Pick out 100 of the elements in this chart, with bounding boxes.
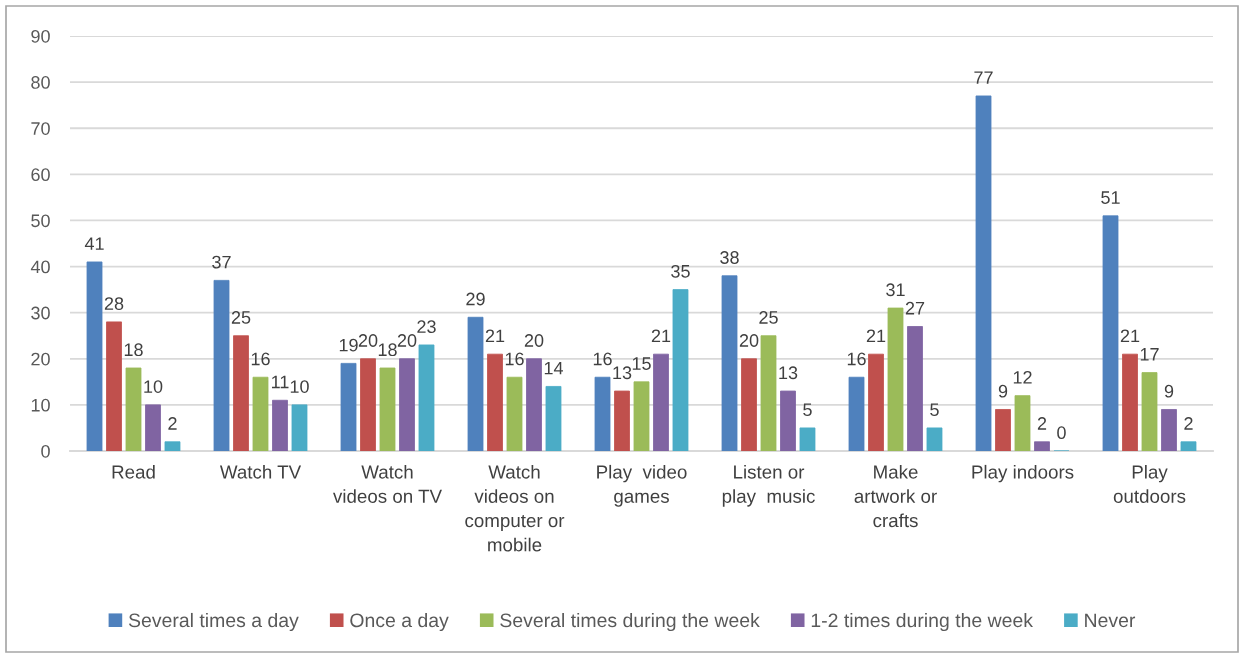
x-tick-label: Watch videos on computer or mobile: [465, 464, 565, 552]
data-label: 20: [397, 334, 417, 347]
x-tick-label: Watch TV: [219, 464, 302, 479]
data-label: 5: [803, 403, 812, 417]
bar: [760, 335, 777, 451]
bar: [545, 386, 562, 451]
data-label: 27: [905, 301, 925, 315]
data-label: 5: [930, 403, 939, 417]
data-label: 0: [1057, 426, 1066, 440]
data-label: 16: [847, 352, 866, 366]
x-tick-label: Play video games: [597, 464, 687, 507]
bar: [1122, 353, 1138, 451]
bar: [721, 275, 738, 451]
bar: [418, 344, 435, 451]
legend-label: Several times a day: [128, 612, 299, 632]
bar: [233, 335, 249, 451]
data-label: 21: [866, 329, 886, 343]
legend-label: Once a day: [350, 612, 449, 632]
bar: [86, 261, 103, 451]
data-label: 2: [168, 417, 177, 430]
data-label: 16: [593, 352, 612, 366]
bar: [145, 404, 161, 451]
data-label: 17: [1140, 348, 1159, 361]
bar: [868, 353, 884, 451]
bar: [848, 376, 865, 451]
data-label: 21: [485, 329, 505, 343]
data-label: 23: [417, 320, 436, 334]
bar: [213, 279, 230, 451]
bar: [741, 358, 757, 451]
data-label: 16: [505, 352, 524, 366]
bar: [379, 367, 396, 451]
bar: [1102, 215, 1119, 451]
data-label: 77: [974, 71, 993, 84]
data-label: 29: [466, 292, 485, 306]
bar: [291, 404, 308, 451]
legend-label: Several times during the week: [500, 612, 760, 632]
bar: [887, 307, 904, 451]
bar: [995, 409, 1011, 451]
y-tick-label: 80: [31, 76, 50, 89]
data-label: 21: [1120, 329, 1140, 343]
y-tick-label: 90: [31, 29, 50, 43]
bar: [1180, 441, 1197, 451]
bar: [467, 316, 484, 451]
x-tick-label: Play outdoors: [1113, 464, 1186, 503]
x-tick-label: Play indoors: [972, 464, 1074, 483]
bar: [1161, 409, 1177, 451]
data-label: 20: [524, 334, 544, 347]
bar: [1141, 372, 1158, 451]
data-label: 15: [632, 357, 651, 370]
bar: [780, 390, 796, 451]
data-label: 13: [779, 366, 798, 380]
data-label: 31: [886, 283, 905, 297]
bar: [399, 358, 415, 451]
bar: [506, 376, 523, 451]
data-label: 13: [613, 366, 632, 380]
y-tick-label: 20: [31, 352, 50, 366]
bar: [594, 376, 611, 451]
data-label: 9: [1164, 384, 1174, 398]
bar: [975, 95, 992, 451]
bar: [340, 362, 357, 451]
legend-label: Never: [1085, 613, 1136, 628]
y-tick-label: 50: [31, 214, 50, 228]
x-tick-label: Watch videos on TV: [333, 464, 442, 503]
bar: [672, 289, 689, 451]
bar: [487, 353, 503, 451]
bar: [272, 399, 288, 451]
data-label: 11: [272, 375, 289, 389]
data-label: 10: [290, 380, 309, 393]
bar: [653, 353, 669, 451]
y-tick-label: 60: [31, 168, 50, 182]
bar: [526, 358, 542, 451]
data-label: 20: [739, 334, 759, 347]
y-tick-label: 40: [30, 260, 50, 274]
bar: [125, 367, 142, 451]
data-label: 20: [358, 334, 378, 347]
bar: [907, 326, 923, 451]
x-tick-label: Read: [112, 464, 155, 479]
x-tick-label: Make artwork or crafts: [854, 464, 937, 528]
data-label: 14: [544, 361, 563, 375]
data-label: 16: [251, 352, 270, 366]
x-tick-label: Listen or play music: [722, 464, 815, 507]
data-label: 37: [212, 255, 231, 269]
bar: [1034, 441, 1050, 451]
y-tick-label: 30: [31, 306, 50, 320]
bar: [164, 441, 181, 451]
data-label: 2: [1184, 417, 1193, 430]
bar: [614, 390, 630, 451]
data-label: 28: [104, 297, 124, 310]
bar: [926, 427, 943, 451]
legend-label: 1-2 times during the week: [811, 612, 1034, 632]
bar: [1014, 395, 1031, 451]
data-label: 51: [1101, 191, 1120, 204]
data-label: 9: [998, 384, 1008, 398]
data-label: 35: [671, 264, 690, 278]
bar: [360, 358, 376, 451]
data-label: 25: [231, 311, 251, 324]
data-label: 12: [1013, 370, 1032, 384]
data-label: 18: [124, 343, 143, 357]
bar: [106, 321, 122, 451]
data-label: 10: [144, 380, 163, 393]
